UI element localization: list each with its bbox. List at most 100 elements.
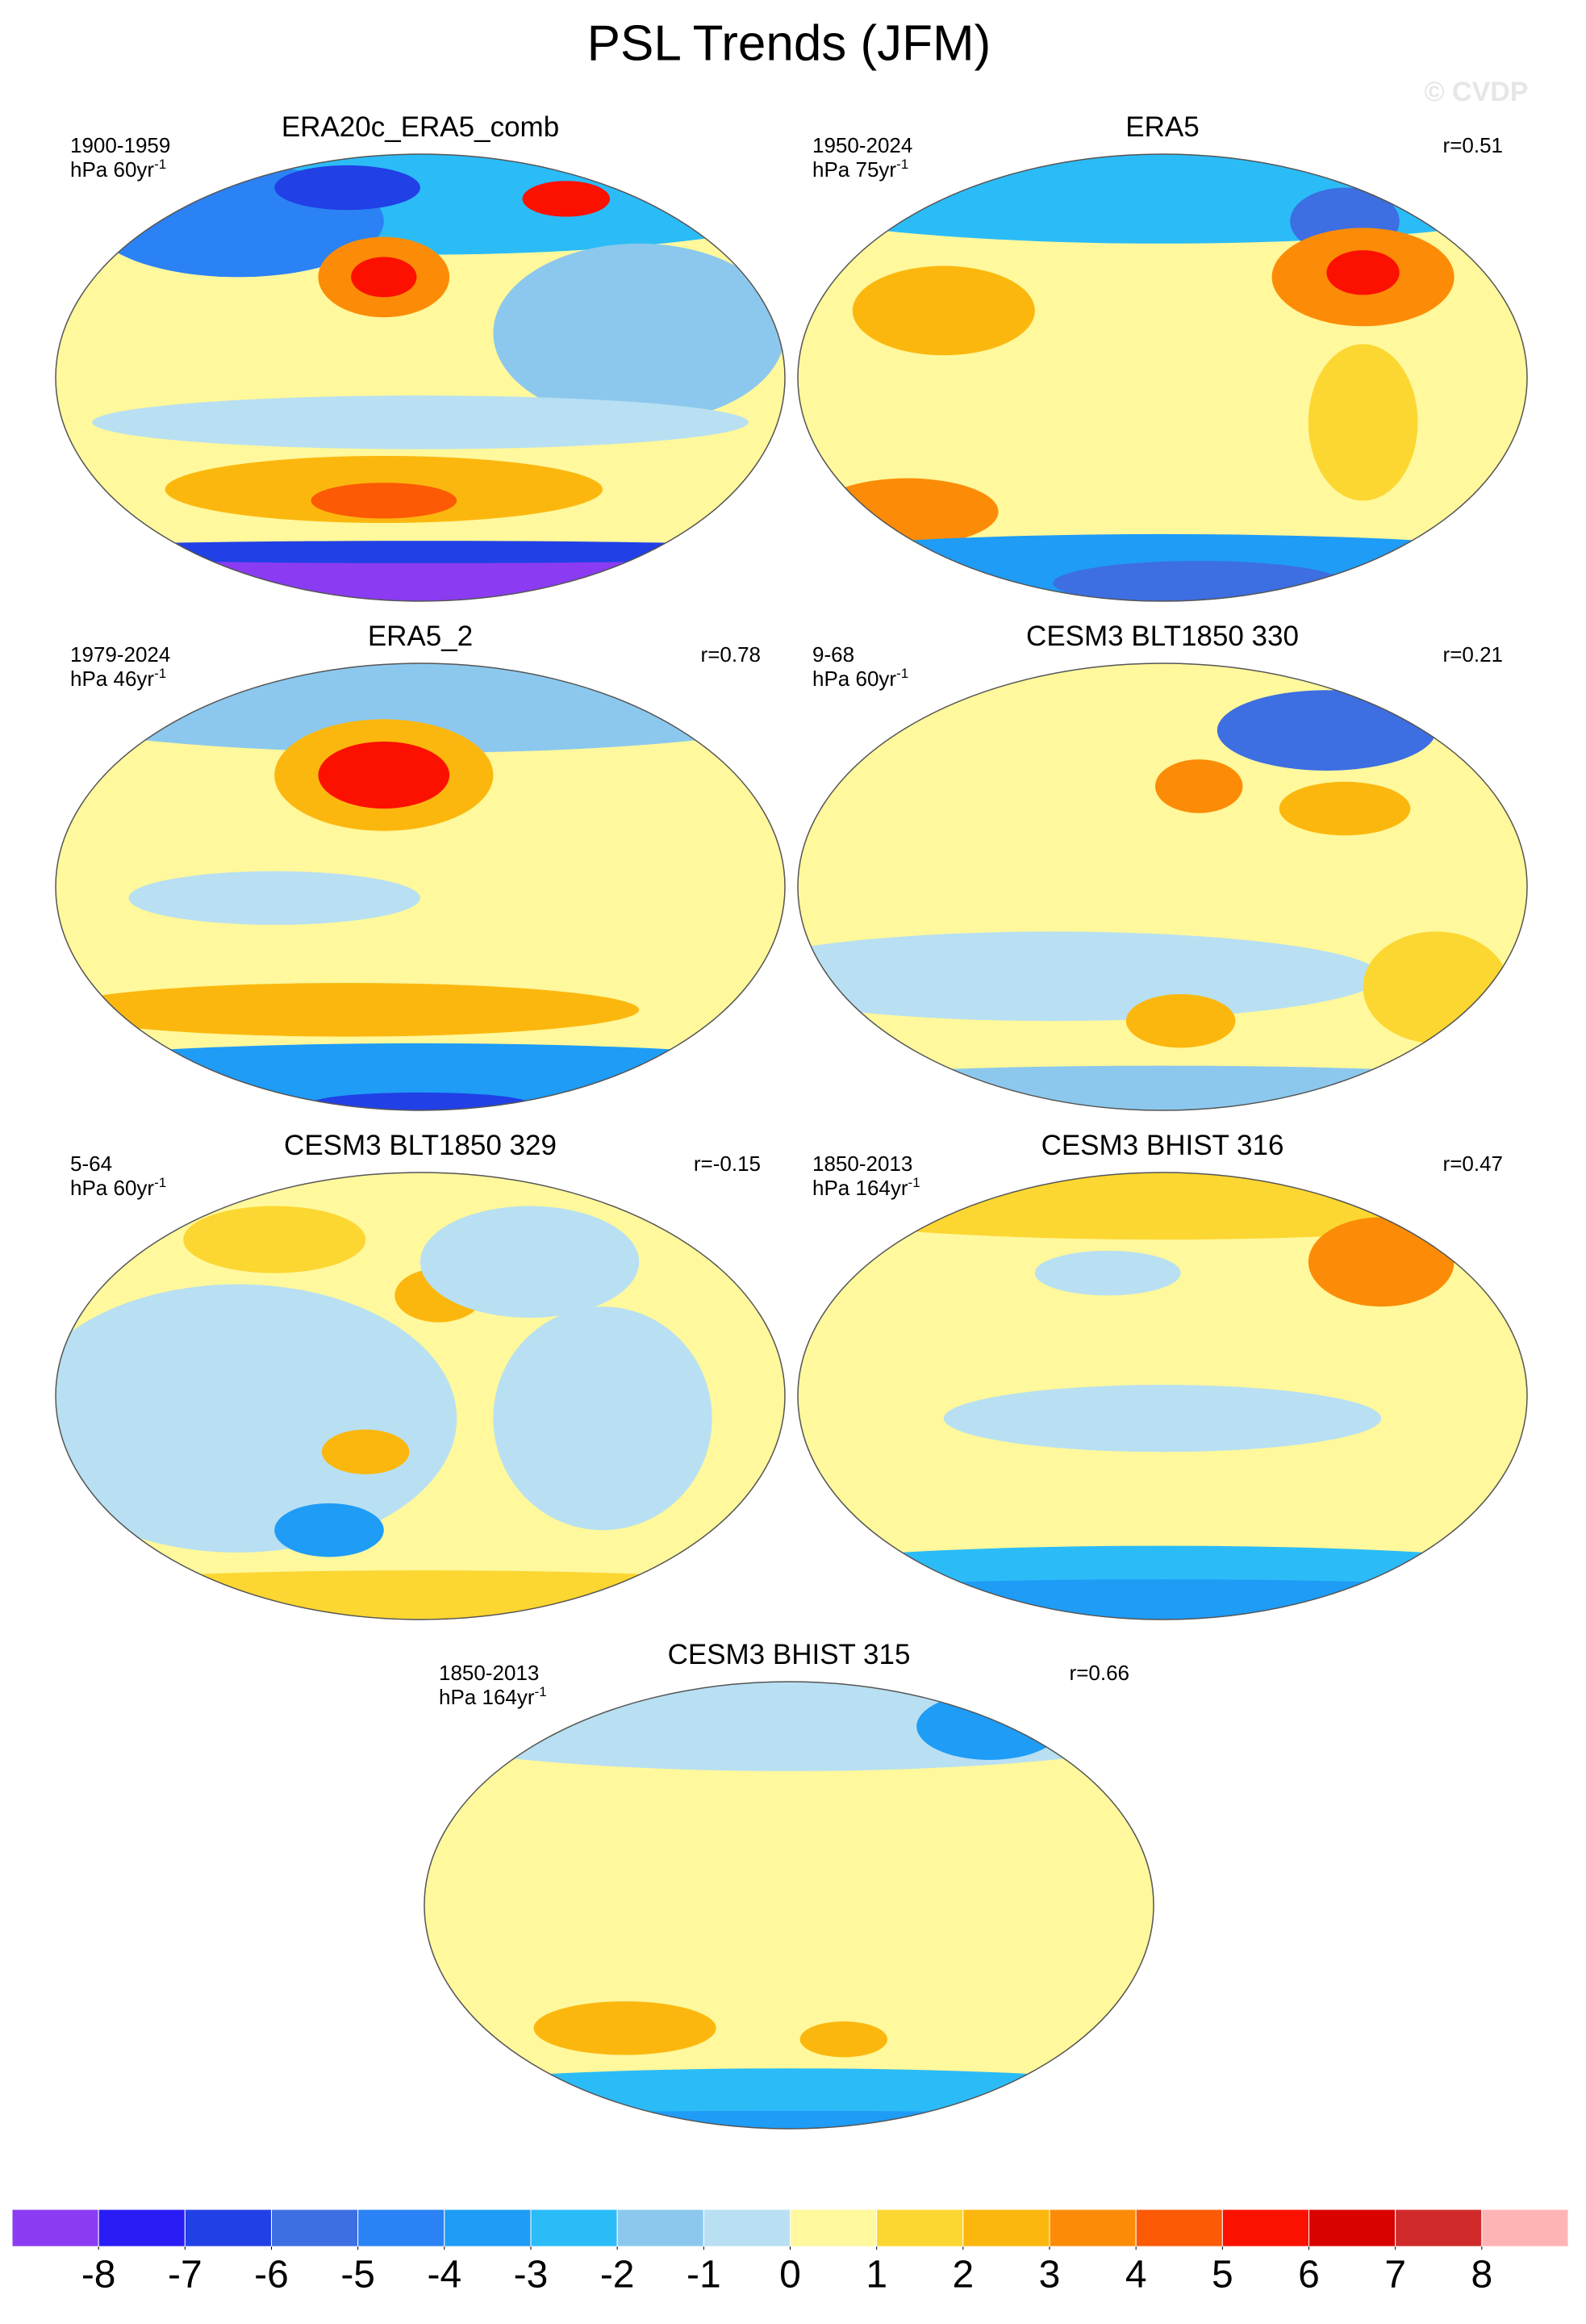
map-contour [1125, 993, 1236, 1048]
map-contour [1154, 759, 1243, 813]
units-superscript: -1 [154, 1175, 166, 1190]
panel-units: hPa 75yr-1 [812, 157, 908, 182]
map-contour [852, 265, 1035, 356]
colorbar-label: -5 [340, 2254, 375, 2297]
colorbar-label: -3 [514, 2254, 549, 2297]
colorbar-box [530, 2209, 618, 2247]
map-contour [1326, 250, 1400, 295]
units-superscript: -1 [154, 157, 166, 172]
units-superscript: -1 [908, 1175, 920, 1190]
colorbar-label: -1 [687, 2254, 721, 2297]
colorbar-box [271, 2209, 359, 2247]
colorbar-label: 1 [866, 2254, 887, 2297]
map-outline [797, 663, 1528, 1111]
map-contour [1217, 690, 1436, 771]
panel-units: hPa 164yr-1 [439, 1684, 547, 1709]
units-text: hPa 60yr [70, 157, 154, 182]
panel-correlation: r=0.66 [1070, 1661, 1129, 1685]
colorbar-label: -4 [427, 2254, 461, 2297]
colorbar-label: 3 [1039, 2254, 1061, 2297]
panel-title: ERA5 [1125, 111, 1199, 143]
units-text: hPa 75yr [812, 157, 896, 182]
panel-period: 1979-2024 [70, 642, 170, 667]
colorbar-box [1308, 2209, 1396, 2247]
map-outline [55, 153, 786, 602]
map-contour [816, 478, 999, 545]
map-contour [274, 1503, 384, 1557]
panel-units: hPa 60yr-1 [812, 666, 908, 691]
map [56, 663, 785, 1110]
map-contour [311, 1092, 530, 1110]
map-outline [424, 1681, 1154, 2130]
units-superscript: -1 [896, 666, 908, 681]
panel-units: hPa 60yr-1 [70, 157, 166, 182]
map-contour [1363, 931, 1509, 1043]
panel-title: CESM3 BLT1850 329 [284, 1130, 557, 1161]
map-contour [522, 181, 611, 217]
map [56, 154, 785, 601]
colorbar-box [876, 2209, 964, 2247]
units-superscript: -1 [535, 1684, 547, 1699]
units-text: hPa 60yr [70, 1176, 154, 1200]
map-contour [424, 2110, 1154, 2129]
panel-period: 5-64 [70, 1152, 112, 1176]
panel-period: 1850-2013 [439, 1661, 539, 1685]
map-contour [56, 983, 640, 1037]
map-contour [1308, 1217, 1455, 1307]
colorbar-label: 7 [1384, 2254, 1406, 2297]
units-superscript: -1 [896, 157, 908, 172]
panel-title: CESM3 BHIST 315 [668, 1639, 911, 1670]
map-contour [128, 871, 420, 926]
map-contour [1308, 344, 1418, 501]
map-outline [55, 1172, 786, 1620]
panel-correlation: r=0.47 [1443, 1152, 1503, 1176]
panel-period: 1900-1959 [70, 133, 170, 157]
map-contour [493, 1306, 712, 1531]
colorbar-label: 5 [1212, 2254, 1233, 2297]
map-contour [798, 931, 1382, 1022]
units-text: hPa 46yr [70, 667, 154, 691]
panel-title: CESM3 BLT1850 330 [1026, 621, 1299, 652]
colorbar-label: -2 [600, 2254, 635, 2297]
units-text: hPa 60yr [812, 667, 896, 691]
panel-correlation: r=0.21 [1443, 642, 1503, 667]
map-contour [351, 257, 417, 298]
colorbar-box [1395, 2209, 1483, 2247]
panel-title: ERA20c_ERA5_comb [282, 111, 559, 143]
panel-correlation: r=0.78 [701, 642, 761, 667]
panel-title: CESM3 BHIST 316 [1041, 1130, 1284, 1161]
map-contour [420, 1206, 640, 1319]
map-contour [311, 483, 457, 519]
map-contour [916, 1692, 1062, 1760]
map-contour [798, 1065, 1527, 1110]
colorbar-box [790, 2209, 878, 2247]
colorbar-label: 4 [1125, 2254, 1147, 2297]
map-contour [183, 1206, 366, 1273]
colorbar-label: -7 [168, 2254, 202, 2297]
map-contour [56, 541, 785, 563]
map [798, 1172, 1527, 1620]
colorbar-box [11, 2209, 99, 2247]
colorbar: -8 -7 -6 -5 -4 -3 -2 -1 0 1 2 3 4 5 6 7 8 [11, 2209, 1569, 2297]
colorbar-box [703, 2209, 791, 2247]
colorbar-label: 8 [1471, 2254, 1492, 2297]
colorbar-box [962, 2209, 1050, 2247]
panel-units: hPa 46yr-1 [70, 666, 166, 691]
colorbar-label: 6 [1298, 2254, 1320, 2297]
map-contour [274, 165, 420, 211]
map-contour [799, 2021, 888, 2058]
map-outline [55, 663, 786, 1111]
map-contour [1053, 561, 1345, 601]
map [56, 1172, 785, 1620]
map [798, 154, 1527, 601]
colorbar-label: 0 [779, 2254, 801, 2297]
map-contour [1034, 1250, 1181, 1296]
